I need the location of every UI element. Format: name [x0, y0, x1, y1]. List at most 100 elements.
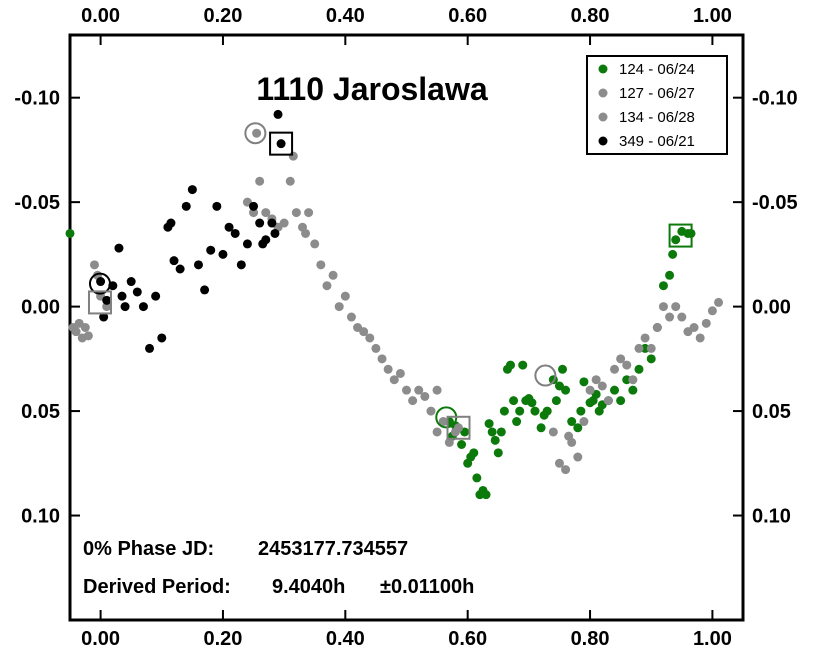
data-point [509, 396, 519, 406]
data-point [187, 185, 197, 195]
data-point [206, 245, 216, 255]
data-point [301, 228, 311, 238]
data-point [304, 208, 314, 218]
x-tick-label-bottom: 0.80 [571, 628, 610, 650]
legend-items: 124 - 06/24 127 - 06/27 134 - 06/28 349 - 0… [598, 61, 695, 150]
data-point [65, 228, 75, 238]
data-point [402, 385, 411, 395]
data-point [270, 228, 280, 238]
data-point [365, 333, 375, 343]
series-2 [68, 128, 442, 416]
data-point [484, 419, 494, 429]
series-3 [432, 297, 724, 475]
data-point [389, 375, 399, 385]
x-tick-label-top: 0.20 [203, 5, 242, 27]
marker-circle [88, 272, 111, 295]
data-point [658, 281, 668, 291]
data-point [261, 208, 271, 218]
data-point [701, 318, 711, 328]
data-point [512, 417, 522, 427]
data-point [506, 360, 516, 370]
data-point [573, 452, 583, 462]
data-point [561, 465, 571, 475]
data-point [249, 201, 259, 211]
data-point [371, 343, 381, 353]
x-tick-label-top: 1.00 [693, 5, 732, 27]
x-tick-label-top: 0.60 [448, 5, 487, 27]
data-point [218, 249, 228, 259]
y-tick-label-right: -0.10 [752, 88, 798, 110]
data-point [579, 377, 589, 387]
x-tick-label-bottom: 0.40 [326, 628, 365, 650]
data-point [490, 435, 500, 445]
data-point [558, 364, 568, 374]
data-point [622, 360, 632, 370]
data-point [597, 381, 607, 391]
data-point [432, 385, 442, 395]
data-point [487, 427, 497, 437]
data-point [322, 281, 332, 291]
y-tick-label-left: 0.05 [21, 401, 60, 423]
data-point [83, 331, 93, 341]
data-point [432, 427, 442, 437]
data-point [665, 312, 675, 322]
legend-label: 124 - 06/24 [619, 61, 695, 78]
data-point [276, 139, 286, 149]
data-point [658, 302, 668, 312]
data-point [151, 291, 161, 301]
y-tick-label-right: 0.10 [752, 506, 791, 528]
data-point [628, 375, 638, 385]
x-tick-label-top: 0.40 [326, 5, 365, 27]
data-point [561, 385, 571, 395]
data-point [454, 423, 464, 433]
data-point [438, 417, 448, 427]
data-point [157, 333, 167, 343]
data-point [610, 385, 620, 395]
data-point [145, 343, 155, 353]
chart-title: 1110 Jaroslawa [256, 71, 488, 107]
data-point [138, 302, 148, 312]
x-tick-label-bottom: 0.20 [203, 628, 242, 650]
period-label: Derived Period: [83, 576, 231, 598]
data-point [689, 323, 699, 332]
data-point [102, 302, 112, 312]
data-point [551, 396, 561, 406]
data-point [242, 239, 252, 249]
data-point [527, 398, 537, 408]
marker-circle [244, 122, 267, 145]
data-point [120, 302, 130, 312]
y-tick-label-right: 0.05 [752, 401, 791, 423]
data-point [646, 354, 656, 364]
data-point [640, 333, 650, 343]
data-point [169, 256, 179, 266]
marker-circle [534, 364, 557, 387]
data-point [665, 270, 675, 280]
data-point [181, 201, 191, 211]
data-point [671, 302, 681, 312]
series-4 [96, 109, 286, 353]
data-point [89, 260, 99, 270]
data-point [414, 385, 424, 395]
data-point [200, 285, 210, 295]
data-point [316, 260, 326, 270]
period-value: 9.4040h [272, 576, 345, 598]
data-point [536, 423, 546, 433]
y-tick-label-right: 0.00 [752, 297, 791, 319]
data-point [255, 176, 265, 186]
data-point [628, 385, 638, 395]
data-point [695, 333, 705, 343]
data-point [328, 270, 338, 280]
data-point [542, 406, 552, 416]
data-point [530, 406, 540, 416]
data-point [71, 327, 81, 337]
x-tick-label-bottom: 0.00 [81, 628, 120, 650]
marker-square [87, 290, 112, 315]
data-point [252, 128, 262, 138]
data-point [126, 277, 136, 287]
data-point [117, 291, 127, 301]
data-point [585, 385, 595, 395]
data-point [426, 406, 436, 416]
legend: 124 - 06/24 127 - 06/27 134 - 06/28 349 - 0… [586, 55, 728, 155]
data-point [652, 323, 662, 332]
x-tick-label-bottom: 0.60 [448, 628, 487, 650]
